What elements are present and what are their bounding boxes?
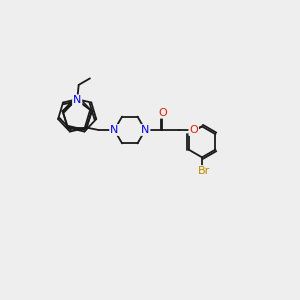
Text: N: N [141, 125, 149, 135]
Text: O: O [158, 108, 167, 118]
Text: O: O [189, 125, 198, 135]
Text: N: N [110, 125, 118, 135]
Text: Br: Br [197, 166, 210, 176]
Text: N: N [73, 95, 81, 105]
